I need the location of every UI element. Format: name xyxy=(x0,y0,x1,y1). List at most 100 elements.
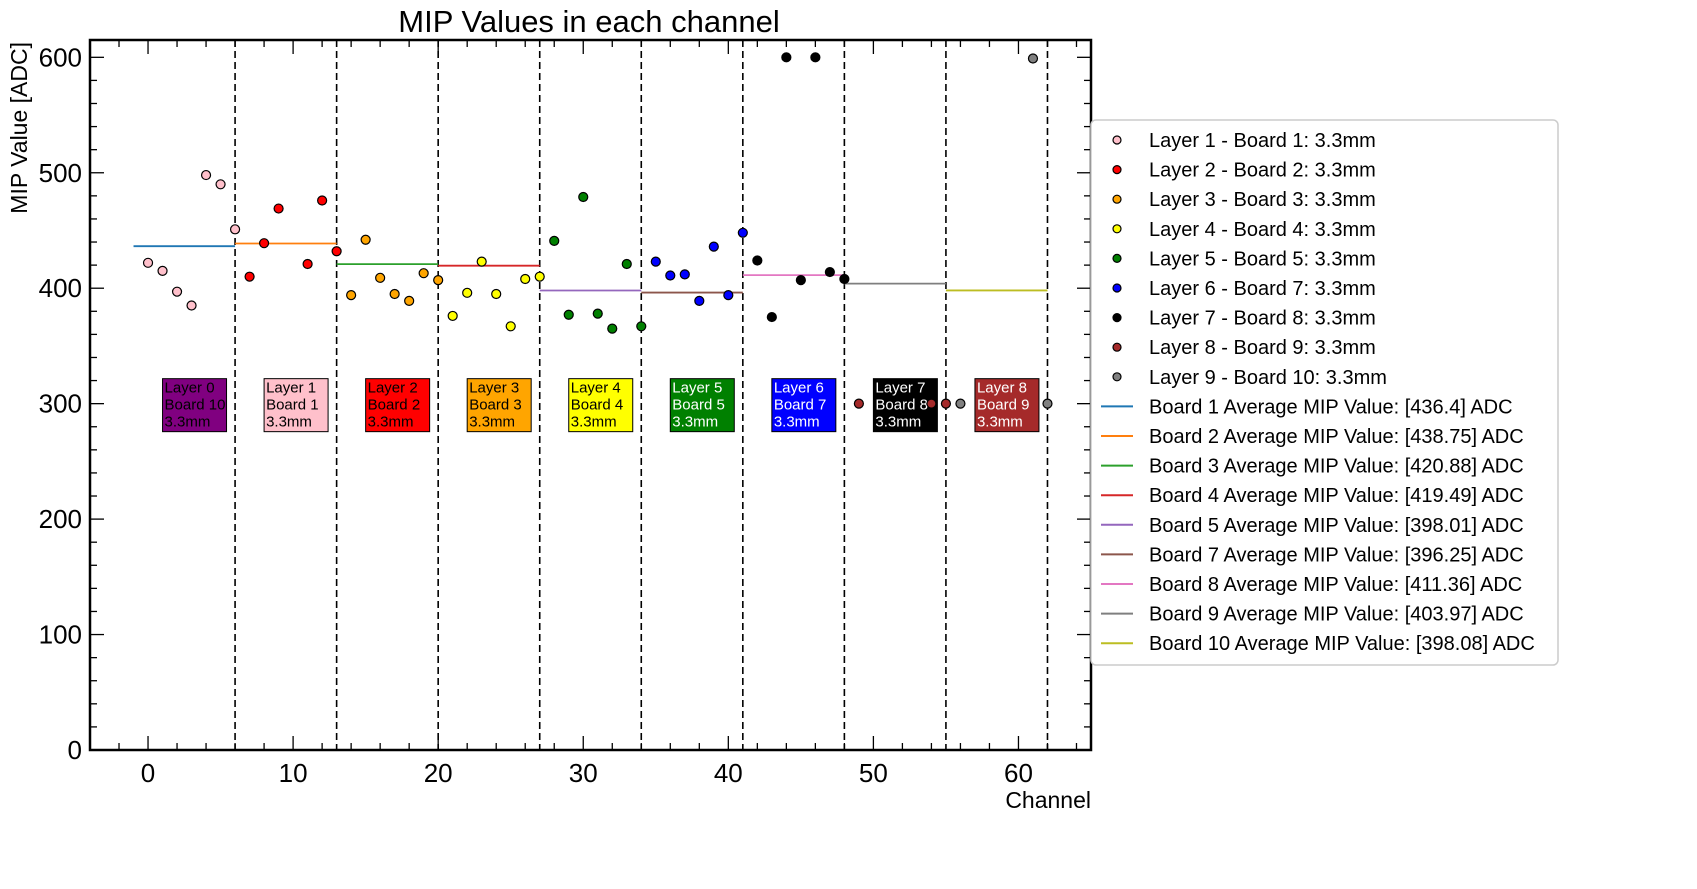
data-point xyxy=(346,290,357,301)
annotation-background xyxy=(669,378,735,433)
annotation-text: Layer 7 xyxy=(875,380,925,397)
data-point xyxy=(215,179,226,190)
legend-item: Layer 8 - Board 9: 3.3mm xyxy=(1112,337,1376,359)
data-point xyxy=(708,241,719,252)
legend-label: Board 7 Average MIP Value: [396.25] ADC xyxy=(1149,544,1524,566)
annotation-text: Layer 8 xyxy=(977,380,1027,397)
legend-marker xyxy=(1112,165,1122,175)
annotation-text: 3.3mm xyxy=(875,414,921,431)
annotation-text: 3.3mm xyxy=(977,414,1023,431)
legend-item: Layer 6 - Board 7: 3.3mm xyxy=(1112,278,1376,300)
legend-label: Layer 8 - Board 9: 3.3mm xyxy=(1149,337,1376,359)
data-point xyxy=(607,323,618,334)
y-tick-label: 300 xyxy=(39,389,82,419)
legend-label: Board 4 Average MIP Value: [419.49] ADC xyxy=(1149,485,1524,507)
annotation-background xyxy=(466,378,532,433)
data-point xyxy=(258,238,270,249)
annotation-background xyxy=(162,378,228,433)
annotation-text: Board 5 xyxy=(672,397,725,414)
data-point xyxy=(142,257,154,268)
x-tick-label: 50 xyxy=(859,758,888,788)
data-point xyxy=(795,275,806,286)
data-point xyxy=(839,273,850,285)
data-point xyxy=(171,286,183,297)
annotation-text: Board 4 xyxy=(571,397,624,414)
legend-label: Layer 1 - Board 1: 3.3mm xyxy=(1149,130,1376,152)
legend-item: Layer 3 - Board 3: 3.3mm xyxy=(1112,189,1376,211)
annotation-text: Layer 6 xyxy=(774,380,824,397)
annotation-text: Board 9 xyxy=(977,397,1030,414)
legend-marker xyxy=(1112,253,1122,263)
legend-label: Board 9 Average MIP Value: [403.97] ADC xyxy=(1149,604,1524,626)
legend-item: Layer 7 - Board 8: 3.3mm xyxy=(1112,308,1376,330)
legend-item: Layer 4 - Board 4: 3.3mm xyxy=(1112,219,1376,241)
data-point xyxy=(375,272,386,283)
annotation-background xyxy=(974,378,1040,433)
data-point xyxy=(534,271,545,282)
data-point xyxy=(200,169,212,181)
annotation-background xyxy=(568,378,634,433)
data-point xyxy=(636,321,647,332)
legend-label: Layer 2 - Board 2: 3.3mm xyxy=(1149,160,1376,182)
legend-label: Board 8 Average MIP Value: [411.36] ADC xyxy=(1149,574,1522,596)
data-point xyxy=(331,246,342,257)
y-tick-label: 400 xyxy=(39,273,82,303)
annotation-text: Layer 5 xyxy=(672,380,722,397)
y-tick-label: 600 xyxy=(39,42,82,72)
data-point xyxy=(273,203,284,214)
legend-label: Board 10 Average MIP Value: [398.08] ADC xyxy=(1149,633,1535,655)
data-point xyxy=(955,398,966,409)
legend-marker xyxy=(1112,283,1122,293)
legend-item: Board 4 Average MIP Value: [419.49] ADC xyxy=(1101,485,1524,507)
annotation-text: Board 3 xyxy=(469,397,522,414)
data-point xyxy=(505,321,516,332)
legend-label: Board 5 Average MIP Value: [398.01] ADC xyxy=(1149,515,1524,537)
annotation-text: Layer 4 xyxy=(571,380,621,397)
data-point xyxy=(781,52,792,63)
annotation-text: 3.3mm xyxy=(266,414,312,431)
legend-label: Layer 9 - Board 10: 3.3mm xyxy=(1149,367,1387,389)
legend-marker xyxy=(1112,135,1122,145)
data-point xyxy=(621,258,632,270)
legend-label: Layer 7 - Board 8: 3.3mm xyxy=(1149,308,1376,330)
annotation-text: Board 10 xyxy=(165,397,226,414)
data-point xyxy=(810,52,821,63)
annotation-background xyxy=(365,378,431,433)
legend-item: Board 2 Average MIP Value: [438.75] ADC xyxy=(1101,426,1524,448)
legend-label: Layer 6 - Board 7: 3.3mm xyxy=(1149,278,1376,300)
data-point xyxy=(694,295,705,307)
data-point xyxy=(766,311,777,323)
legend: Layer 1 - Board 1: 3.3mm Layer 2 - Board … xyxy=(1090,119,1559,666)
data-point xyxy=(578,191,589,203)
x-tick-label: 60 xyxy=(1004,758,1033,788)
data-point xyxy=(462,287,473,298)
y-tick-label: 200 xyxy=(39,504,82,534)
data-point xyxy=(549,235,560,246)
annotation-text: 3.3mm xyxy=(774,414,820,431)
legend-item: Layer 9 - Board 10: 3.3mm xyxy=(1112,367,1387,389)
data-point xyxy=(679,269,690,280)
y-tick-label: 500 xyxy=(39,158,82,188)
data-point xyxy=(592,308,603,319)
data-point xyxy=(447,310,458,322)
data-point xyxy=(389,288,400,300)
data-point xyxy=(520,273,531,285)
legend-item: Board 9 Average MIP Value: [403.97] ADC xyxy=(1101,604,1524,626)
legend-label: Layer 4 - Board 4: 3.3mm xyxy=(1149,219,1376,241)
data-point xyxy=(926,398,937,409)
annotation-text: Layer 2 xyxy=(368,380,418,397)
data-point xyxy=(244,271,255,282)
annotation-background xyxy=(771,378,837,433)
annotation-text: 3.3mm xyxy=(368,414,414,431)
legend-marker xyxy=(1112,194,1122,204)
annotation-text: 3.3mm xyxy=(672,414,718,431)
legend-item: Layer 2 - Board 2: 3.3mm xyxy=(1112,160,1376,182)
data-point xyxy=(360,234,371,245)
legend-label: Layer 3 - Board 3: 3.3mm xyxy=(1149,189,1376,211)
